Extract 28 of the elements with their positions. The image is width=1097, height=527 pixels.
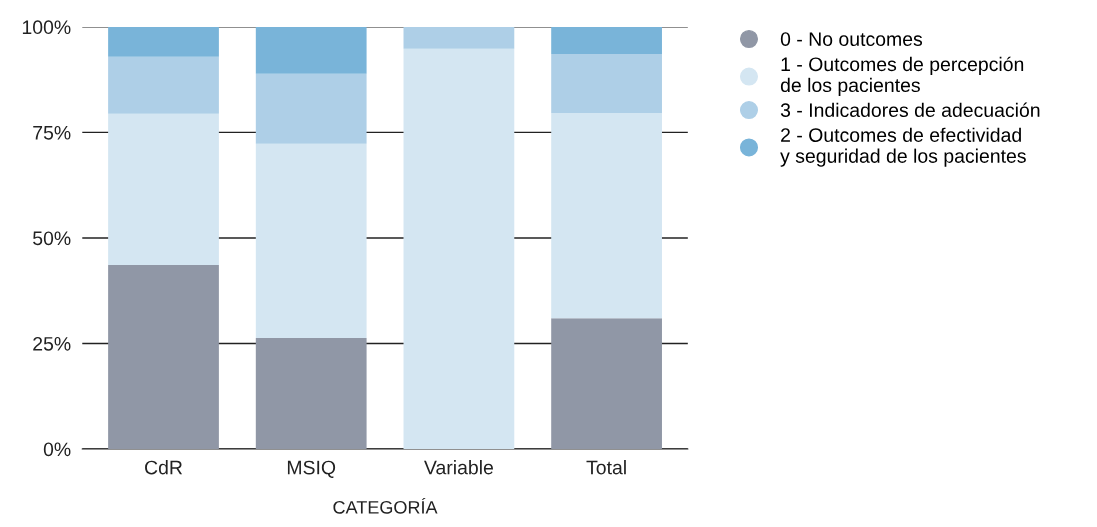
bar xyxy=(403,26,515,49)
bar xyxy=(108,56,219,114)
bar xyxy=(551,53,662,113)
y-tick-label: 100% xyxy=(22,20,71,35)
bar xyxy=(108,113,219,265)
x-tick-label: MSIQ xyxy=(287,460,336,478)
x-tick-label: Variable xyxy=(424,460,493,475)
legend-label: 2 - Outcomes de efectividad y seguridad de los pacientes xyxy=(780,127,1026,167)
bar xyxy=(551,112,662,319)
y-tick-label: 0% xyxy=(43,442,71,457)
y-tick-label: 50% xyxy=(33,231,71,246)
y-tick-label: 25% xyxy=(33,336,71,351)
bar xyxy=(551,26,662,54)
bar xyxy=(255,337,367,449)
bar xyxy=(255,73,367,144)
y-tick-label: 75% xyxy=(33,125,71,140)
x-tick-label: Total xyxy=(586,460,626,475)
bar xyxy=(403,48,515,449)
legend-label: 3 - Indicadores de adecuación xyxy=(780,102,1040,118)
bar xyxy=(551,318,662,449)
bar xyxy=(255,143,367,338)
bar xyxy=(255,26,367,74)
bar xyxy=(108,264,219,449)
legend-label: 1 - Outcomes de percepción de los pacientes xyxy=(780,56,1024,96)
bar xyxy=(108,26,219,57)
legend-label: 0 - No outcomes xyxy=(780,32,923,46)
x-axis-title: CATEGORÍA xyxy=(333,497,438,514)
x-tick-label: CdR xyxy=(145,460,183,475)
